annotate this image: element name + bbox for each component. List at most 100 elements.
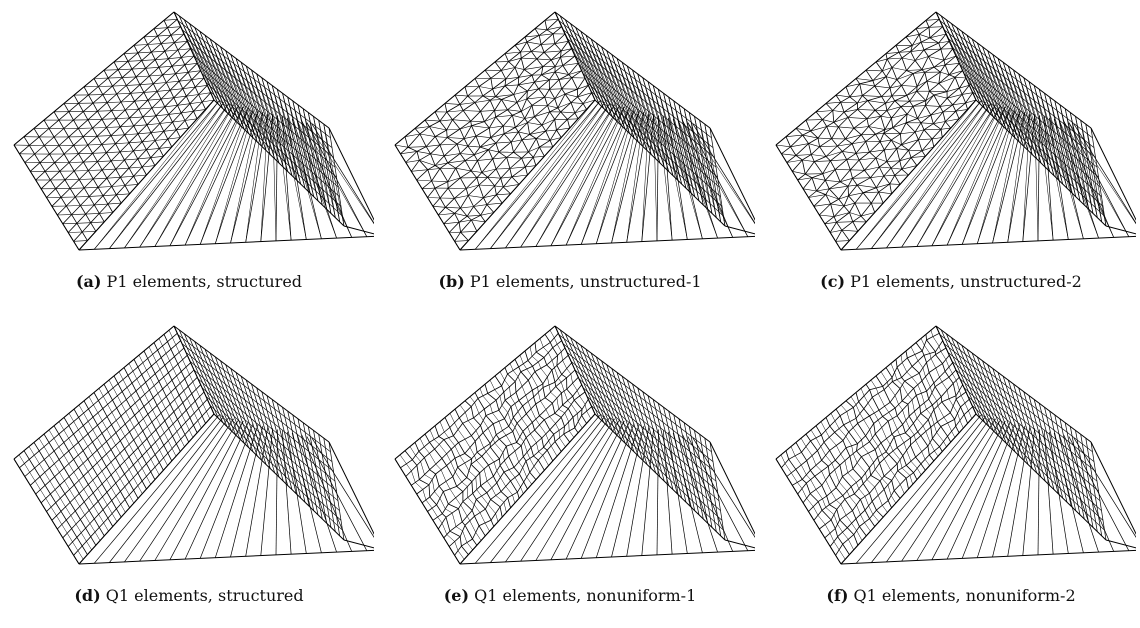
mesh-edge: [810, 126, 827, 132]
mesh-edge: [921, 350, 925, 356]
mesh-edge: [194, 86, 199, 95]
mesh-edge: [920, 122, 925, 130]
mesh-edge: [142, 165, 155, 168]
mesh-edge: [301, 121, 368, 237]
mesh-edge: [667, 431, 688, 554]
mesh-edge: [885, 52, 900, 54]
mesh-edge: [96, 127, 107, 137]
mesh-edge: [473, 146, 481, 156]
mesh-edge: [123, 367, 129, 376]
mesh-edge: [160, 425, 165, 434]
mesh-edge: [910, 51, 916, 61]
mesh-edge: [177, 105, 182, 114]
mesh-edge: [883, 132, 892, 141]
mesh-edge: [694, 116, 717, 218]
mesh-edge: [523, 441, 528, 453]
mesh-edge: [870, 475, 881, 482]
mesh-edge: [626, 113, 650, 243]
mesh-edge: [495, 513, 499, 522]
mesh-edge: [34, 480, 41, 490]
mesh-edge: [78, 480, 84, 490]
mesh-edge: [523, 69, 533, 76]
mesh-edge: [554, 11, 711, 129]
mesh-edge: [913, 105, 926, 107]
mesh-edge: [147, 44, 152, 53]
mesh-edge: [472, 538, 478, 546]
mesh-edge: [520, 486, 524, 494]
panel-a: (a) P1 elements, structured: [4, 0, 374, 314]
mesh-edge: [419, 479, 430, 486]
mesh-edge: [456, 138, 465, 145]
mesh-edge: [167, 138, 173, 148]
mesh-edge: [929, 446, 940, 456]
mesh-edge: [483, 447, 487, 452]
mesh-edge: [809, 493, 819, 502]
mesh-edge: [549, 111, 556, 120]
mesh-edge: [830, 203, 845, 207]
mesh-edge: [457, 143, 468, 147]
mesh-edge: [205, 396, 342, 521]
mesh-edge: [877, 457, 880, 464]
mesh-edge: [529, 134, 537, 139]
mesh-edge: [554, 57, 561, 67]
mesh-edge: [959, 77, 967, 89]
mesh-edge: [184, 378, 189, 387]
mesh-edge: [668, 117, 703, 239]
mesh-edge: [918, 26, 930, 35]
mesh-edge: [494, 99, 502, 111]
mesh-edge: [174, 33, 185, 43]
mesh-edge: [885, 95, 893, 104]
mesh-edge: [545, 119, 556, 132]
mesh-edge: [572, 396, 575, 401]
mesh-edge: [467, 135, 477, 147]
mesh-edge: [891, 167, 902, 170]
mesh-edge: [938, 33, 947, 44]
mesh-edge: [64, 480, 70, 490]
mesh-edge: [943, 60, 946, 65]
mesh-edge: [101, 470, 107, 480]
mesh-edge: [894, 175, 901, 185]
mesh-edge: [939, 64, 946, 73]
mesh-edge: [78, 99, 215, 251]
mesh-edge: [540, 368, 548, 377]
mesh-edge: [235, 58, 271, 155]
mesh-edge: [492, 88, 496, 97]
mesh-edge: [881, 478, 889, 486]
mesh-edge: [479, 472, 481, 486]
mesh-edge: [510, 406, 514, 418]
mesh-edge: [175, 73, 180, 82]
mesh-edge: [559, 77, 572, 80]
mesh-edge: [579, 395, 586, 405]
mesh-edge: [527, 360, 533, 367]
mesh-edge: [147, 98, 162, 101]
mesh-edge: [419, 133, 436, 137]
mesh-edge: [874, 486, 879, 496]
mesh-edge: [470, 170, 482, 173]
mesh-edge: [87, 446, 93, 455]
mesh-edge: [862, 192, 872, 204]
mesh-edge: [446, 104, 461, 113]
mesh-edge: [86, 541, 92, 551]
mesh-edge: [541, 119, 555, 126]
mesh-edge: [180, 57, 186, 65]
mesh-edge: [435, 463, 442, 470]
mesh-edge: [434, 448, 443, 459]
mesh-edge: [541, 66, 544, 75]
mesh-edge: [198, 94, 203, 103]
mesh-edge: [50, 493, 57, 503]
mesh-edge: [458, 508, 463, 523]
mesh-edge: [70, 187, 85, 189]
mesh-edge: [562, 55, 576, 66]
mesh-edge: [102, 85, 113, 95]
mesh-edge: [951, 431, 956, 438]
mesh-edge: [862, 95, 868, 101]
mesh-edge: [465, 177, 478, 189]
mesh-edge: [131, 382, 137, 392]
mesh-edge: [929, 33, 947, 39]
mesh-edge: [452, 119, 471, 122]
mesh-edge: [961, 108, 1011, 245]
mesh-edge: [82, 437, 89, 447]
mesh-edge: [174, 356, 179, 365]
mesh-edge: [849, 212, 862, 217]
mesh-edge: [454, 541, 459, 551]
